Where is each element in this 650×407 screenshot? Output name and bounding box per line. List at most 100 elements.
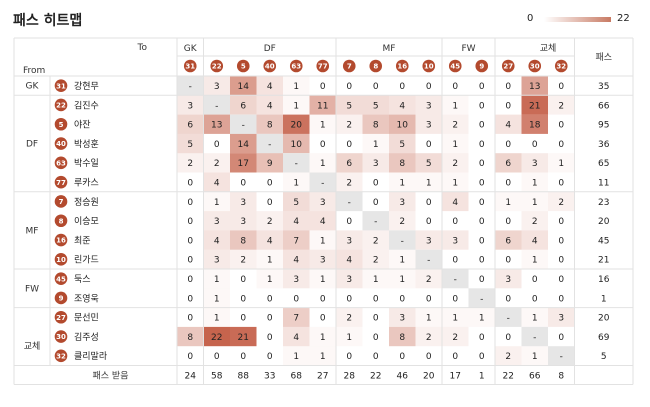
cell-value: 3 xyxy=(320,198,326,208)
diagonal-cell xyxy=(389,230,416,250)
cell-value: 5 xyxy=(187,140,193,150)
cell-value: 4 xyxy=(293,333,299,343)
cell-value: 3 xyxy=(214,217,220,227)
cell-value: 4 xyxy=(505,121,511,131)
col-player-badge xyxy=(422,59,436,73)
row-total-value: 65 xyxy=(598,159,609,169)
row-player-name: 린가드 xyxy=(74,255,99,266)
heat-cell xyxy=(336,307,363,327)
cell-value: 10 xyxy=(291,140,303,150)
row-player-badge xyxy=(54,291,68,305)
cell-value: 1 xyxy=(293,82,299,92)
cell-value: 1 xyxy=(426,314,432,324)
heat-cell xyxy=(283,95,310,115)
cell-value: 0 xyxy=(426,352,432,362)
cell-value: 3 xyxy=(214,82,220,92)
heat-cell xyxy=(495,153,522,173)
cell-value: 2 xyxy=(267,217,273,227)
cell-value: 22 xyxy=(211,333,222,343)
cell-value: 3 xyxy=(187,101,193,111)
heat-cell xyxy=(177,133,204,154)
heat-cell xyxy=(230,249,257,269)
cell-value: 1 xyxy=(320,352,326,362)
row-player-number: 10 xyxy=(56,256,66,264)
cell-value: 4 xyxy=(293,217,299,227)
diagonal-cell xyxy=(415,249,442,269)
cell-value: 0 xyxy=(240,294,246,304)
cell-value: 1 xyxy=(293,101,299,111)
heat-cell xyxy=(415,114,442,134)
heat-cell xyxy=(389,95,416,115)
row-player-badge xyxy=(54,272,68,285)
cell-value: 1 xyxy=(293,178,299,188)
heat-cell xyxy=(283,211,310,231)
cell-value: 1 xyxy=(426,178,432,188)
cell-value: 0 xyxy=(187,217,193,227)
cell-value: - xyxy=(348,198,351,208)
row-total-value: 36 xyxy=(598,140,610,150)
heat-cell xyxy=(336,172,363,192)
row-player-name: 정승원 xyxy=(74,197,99,208)
row-player-name: 야잔 xyxy=(74,120,91,131)
cell-value: 0 xyxy=(187,236,193,246)
cell-value: 1 xyxy=(214,198,220,208)
received-total-value: 66 xyxy=(529,371,541,381)
received-total-value: 22 xyxy=(370,371,381,381)
received-total-value: 88 xyxy=(238,371,250,381)
cell-value: 0 xyxy=(479,159,485,169)
col-group-label: GK xyxy=(184,44,198,54)
cell-value: 0 xyxy=(240,352,246,362)
heat-cell xyxy=(177,153,204,173)
heat-cell xyxy=(336,249,363,269)
cell-value: 0 xyxy=(426,82,432,92)
heat-cell xyxy=(256,114,283,134)
diagonal-cell xyxy=(203,95,230,115)
heat-cell xyxy=(203,211,230,231)
cell-value: - xyxy=(295,159,298,169)
cell-value: 0 xyxy=(558,140,564,150)
corner-to-label: To xyxy=(137,43,148,53)
cell-value: 0 xyxy=(267,352,273,362)
heat-cell xyxy=(521,307,548,327)
diagonal-cell xyxy=(309,172,336,192)
cell-value: 0 xyxy=(479,121,485,131)
col-player-badge xyxy=(210,59,224,73)
cell-value: 0 xyxy=(452,217,458,227)
heat-cell xyxy=(309,95,336,115)
cell-value: 1 xyxy=(558,159,564,169)
col-player-badge xyxy=(395,59,409,73)
heat-cell xyxy=(442,326,469,347)
row-total-value: 45 xyxy=(598,236,609,246)
cell-value: 0 xyxy=(373,198,379,208)
heat-cell xyxy=(336,326,363,347)
row-player-badge xyxy=(54,214,68,228)
cell-value: - xyxy=(533,333,536,343)
row-player-badge xyxy=(54,349,68,363)
cell-value: 9 xyxy=(267,159,273,169)
heat-cell xyxy=(336,95,363,115)
heat-cell xyxy=(309,326,336,347)
row-player-name: 최준 xyxy=(74,235,91,246)
cell-value: 0 xyxy=(399,294,405,304)
heat-cell xyxy=(415,307,442,327)
col-player-badge xyxy=(369,59,383,73)
cell-value: 0 xyxy=(267,333,273,343)
total-col-header: 패스 xyxy=(595,52,612,63)
cell-value: 3 xyxy=(426,236,432,246)
heat-cell xyxy=(309,191,336,212)
cell-value: 0 xyxy=(479,333,485,343)
heat-cell xyxy=(283,114,310,134)
cell-value: 0 xyxy=(452,352,458,362)
cell-value: 7 xyxy=(293,314,299,324)
heat-cell xyxy=(389,114,416,134)
cell-value: 0 xyxy=(373,352,379,362)
cell-value: 0 xyxy=(187,352,193,362)
row-total-value: 1 xyxy=(601,294,607,304)
heat-cell xyxy=(389,133,416,154)
cell-value: 0 xyxy=(187,178,193,188)
heat-cell xyxy=(309,153,336,173)
heat-cell xyxy=(256,230,283,250)
heat-cell xyxy=(362,230,389,250)
heat-cell xyxy=(283,326,310,347)
